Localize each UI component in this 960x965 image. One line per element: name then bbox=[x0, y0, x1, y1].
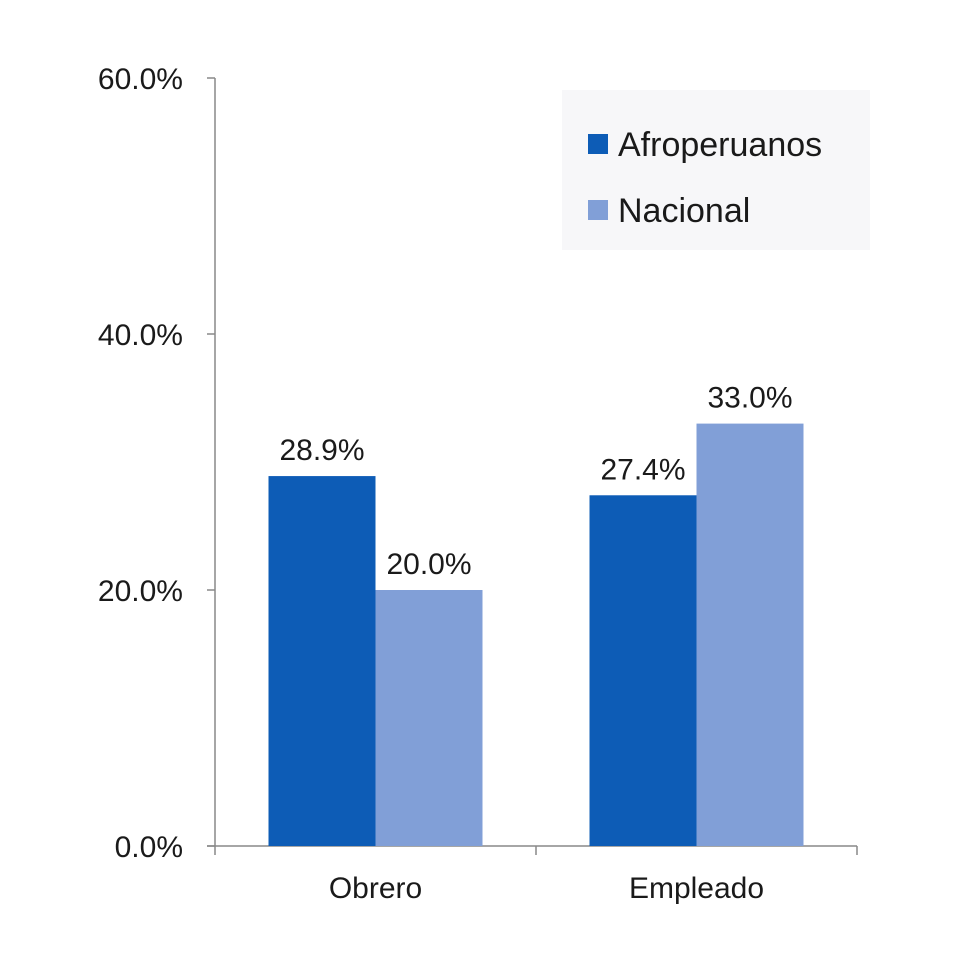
bar-nacional-empleado bbox=[696, 423, 804, 846]
x-tick-label: Obrero bbox=[329, 872, 422, 905]
data-label: 27.4% bbox=[600, 453, 685, 486]
data-label: 20.0% bbox=[386, 548, 471, 581]
legend-swatch-nacional bbox=[588, 200, 608, 220]
y-tick-label: 0.0% bbox=[115, 831, 183, 864]
data-label: 28.9% bbox=[279, 434, 364, 467]
x-tick-label: Empleado bbox=[629, 872, 764, 905]
legend-swatch-afroperuanos bbox=[588, 134, 608, 154]
bar-afroperuanos-obrero bbox=[268, 476, 376, 846]
legend-box bbox=[562, 90, 870, 250]
legend-label: Afroperuanos bbox=[618, 126, 822, 164]
y-tick-label: 20.0% bbox=[98, 575, 183, 608]
data-label: 33.0% bbox=[707, 382, 792, 415]
legend-label: Nacional bbox=[618, 192, 750, 230]
bar-afroperuanos-empleado bbox=[589, 495, 697, 846]
bar-nacional-obrero bbox=[375, 590, 483, 846]
y-tick-label: 40.0% bbox=[98, 319, 183, 352]
y-tick-label: 60.0% bbox=[98, 63, 183, 96]
